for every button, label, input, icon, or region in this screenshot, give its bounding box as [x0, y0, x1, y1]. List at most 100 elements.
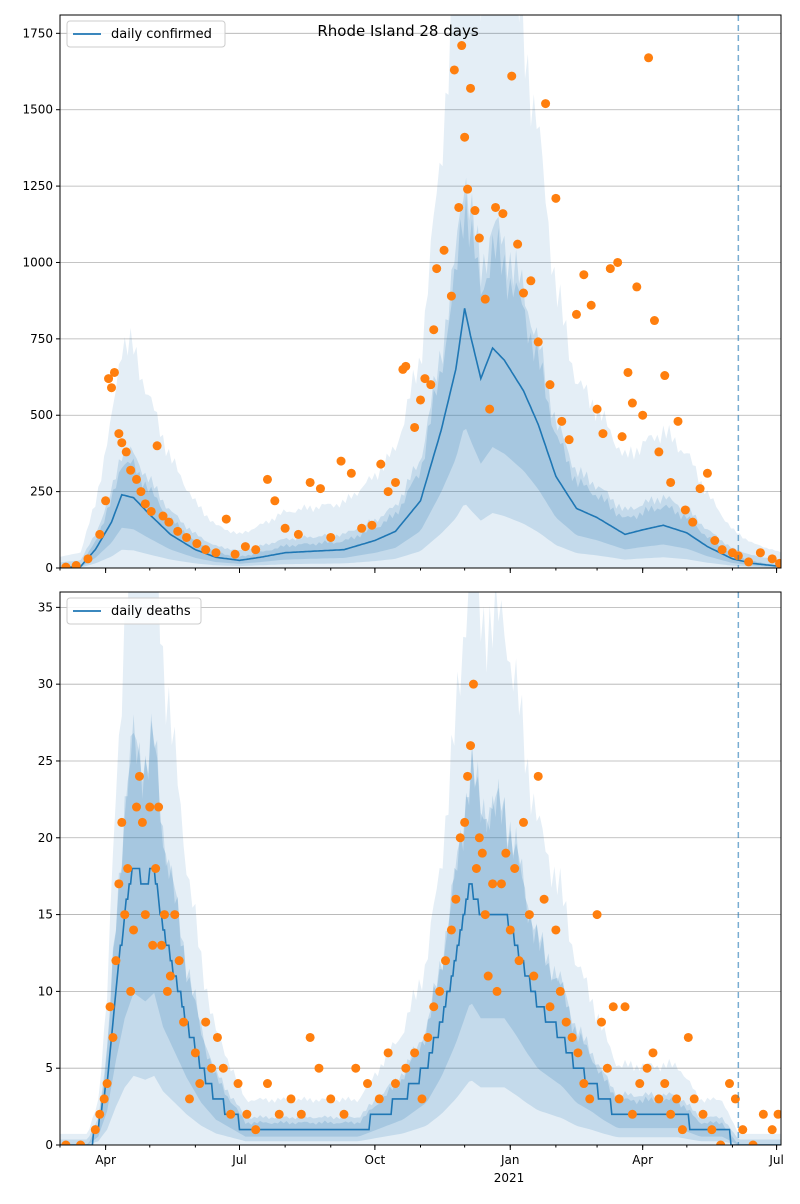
data-point	[109, 367, 119, 377]
data-point	[195, 1079, 205, 1089]
uncertainty-band	[60, 592, 781, 1145]
y-tick-label: 35	[38, 600, 53, 614]
legend: daily confirmed	[66, 20, 226, 48]
data-point	[190, 1048, 200, 1058]
data-point	[683, 1032, 693, 1042]
data-point	[702, 468, 712, 478]
data-point	[179, 1017, 189, 1027]
data-point	[262, 474, 272, 484]
data-point	[305, 1032, 315, 1042]
plot-area	[60, 592, 781, 1145]
data-point	[483, 971, 493, 981]
data-point	[293, 529, 303, 539]
data-point	[586, 300, 596, 310]
data-point	[429, 325, 439, 335]
data-point	[463, 771, 473, 781]
confirmed-panel: 0 250 500 750 1000 1250 1500 1750 daily confirme…	[22, 14, 782, 575]
data-point	[108, 1032, 118, 1042]
data-point	[173, 526, 183, 536]
data-point	[470, 206, 480, 216]
data-point	[545, 380, 555, 390]
legend-label: daily deaths	[111, 604, 191, 619]
data-point	[162, 986, 172, 996]
data-point	[126, 465, 136, 475]
data-point	[326, 532, 336, 542]
uncertainty-band	[60, 193, 781, 568]
data-point	[159, 910, 169, 920]
data-point	[649, 316, 659, 326]
data-point	[710, 536, 720, 546]
y-tick-label: 1750	[22, 26, 53, 40]
data-point	[573, 1048, 583, 1058]
data-point	[613, 257, 623, 267]
data-point	[564, 435, 574, 445]
x-tick-label: Oct	[365, 1153, 386, 1167]
data-point	[346, 468, 356, 478]
data-point	[83, 554, 93, 564]
data-point	[401, 1063, 411, 1073]
data-point	[551, 925, 561, 935]
data-point	[251, 545, 261, 555]
data-point	[432, 264, 442, 274]
data-point	[738, 1125, 748, 1135]
data-point	[192, 539, 202, 549]
data-point	[145, 802, 155, 812]
data-point	[101, 496, 111, 506]
data-point	[455, 833, 465, 843]
data-point	[136, 487, 146, 497]
data-point	[596, 1017, 606, 1027]
data-point	[111, 956, 121, 966]
data-point	[184, 1094, 194, 1104]
data-point	[755, 548, 765, 558]
data-point	[474, 233, 484, 243]
y-tick-label: 15	[38, 908, 53, 922]
data-point	[767, 1125, 777, 1135]
data-point	[460, 132, 470, 142]
data-point	[775, 558, 781, 568]
data-point	[449, 65, 459, 75]
plot-area	[60, 15, 781, 568]
data-point	[505, 925, 515, 935]
y-tick-label: 25	[38, 754, 53, 768]
y-tick-label: 0	[45, 1138, 53, 1152]
data-point	[598, 429, 608, 439]
data-point	[460, 817, 470, 827]
data-point	[451, 894, 461, 904]
data-point	[383, 487, 393, 497]
y-tick-label: 5	[45, 1061, 53, 1075]
data-point	[165, 971, 175, 981]
legend-box	[66, 20, 226, 48]
y-tick-label: 1000	[22, 255, 53, 269]
data-point	[466, 741, 476, 751]
data-point	[533, 337, 543, 347]
y-tick-label: 500	[30, 408, 53, 422]
data-point	[152, 441, 162, 451]
x-tick-label: Jul	[768, 1153, 783, 1167]
data-point	[230, 549, 240, 559]
x-tick-label: Jul	[231, 1153, 246, 1167]
data-point	[623, 367, 633, 377]
data-point	[689, 1094, 699, 1104]
x-tick-label: Apr	[632, 1153, 653, 1167]
data-point	[672, 1094, 682, 1104]
data-point	[468, 679, 478, 689]
data-point	[107, 383, 116, 393]
data-point	[688, 517, 698, 527]
data-point	[410, 1048, 420, 1058]
data-point	[492, 986, 502, 996]
data-point	[551, 193, 561, 203]
data-point	[501, 848, 511, 858]
data-point	[420, 374, 430, 384]
data-point	[240, 542, 250, 552]
y-tick-label: 30	[38, 677, 53, 691]
y-tick-label: 250	[30, 485, 53, 499]
chart-title: Rhode Island 28 days	[317, 22, 478, 40]
data-point	[561, 1017, 571, 1027]
data-point	[725, 1079, 734, 1089]
data-point	[201, 1017, 211, 1027]
data-point	[466, 83, 476, 93]
data-point	[555, 986, 565, 996]
data-point	[717, 545, 727, 555]
data-point	[571, 309, 581, 319]
